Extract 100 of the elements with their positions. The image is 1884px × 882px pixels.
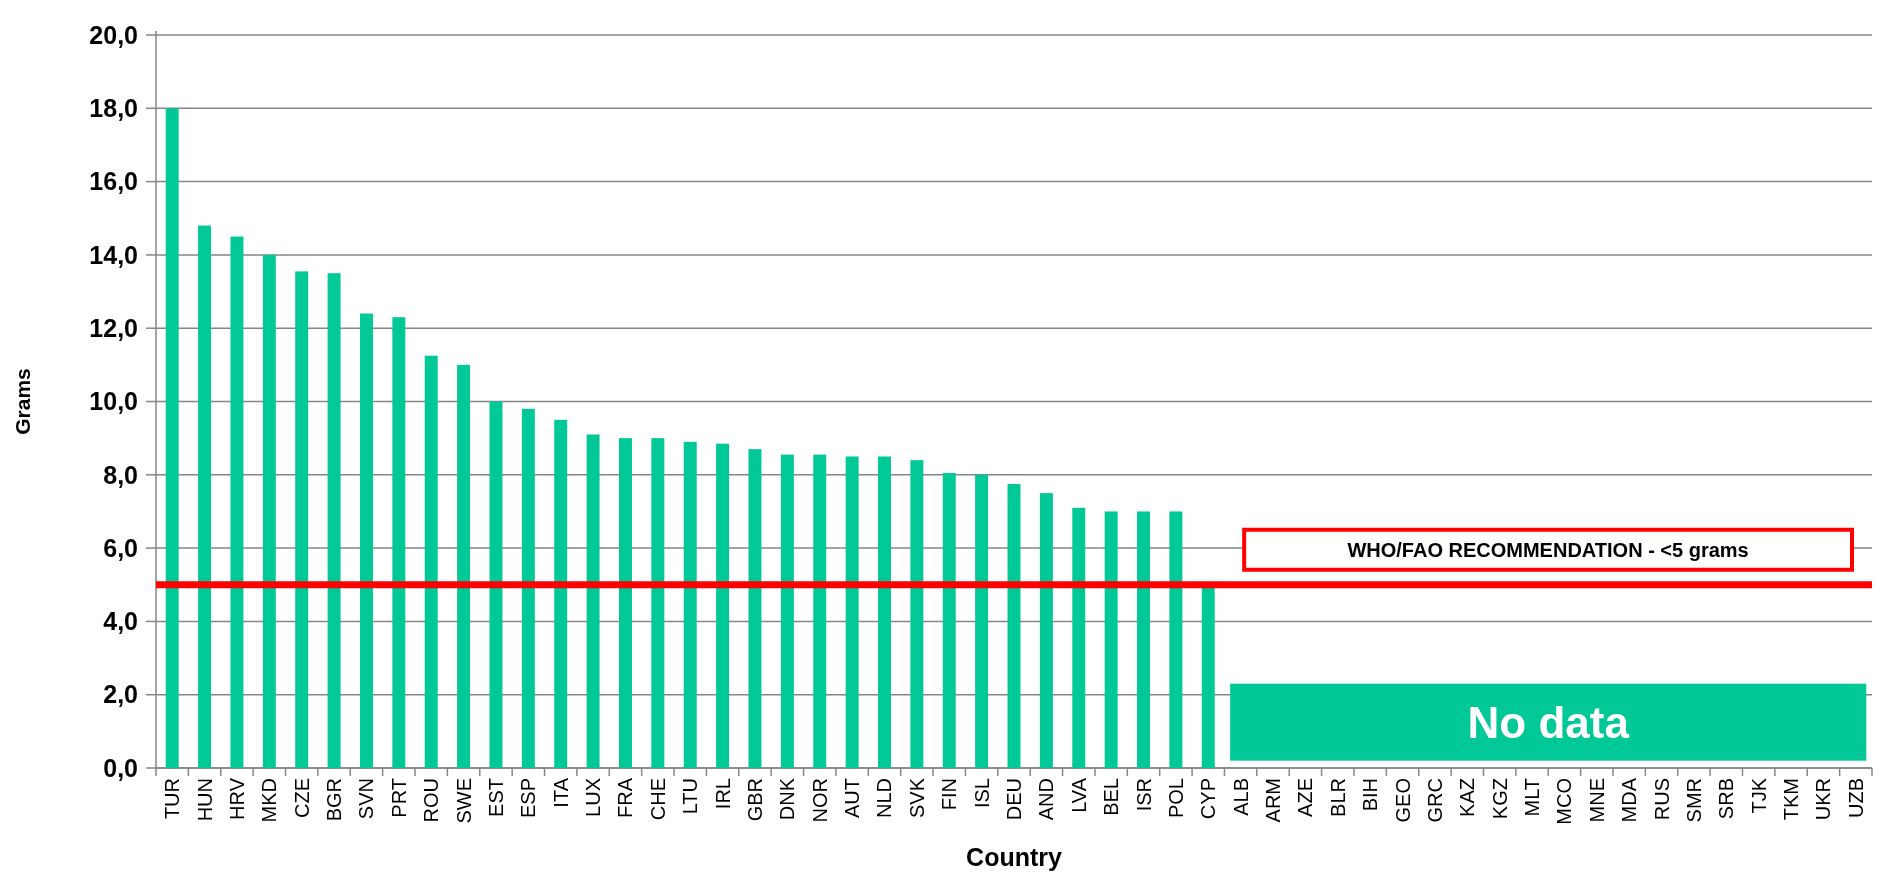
x-tick-label: SVN [355,778,378,820]
x-tick-label: SMR [1682,778,1705,823]
bar [359,313,373,768]
bar [683,441,697,768]
x-tick-label: GRC [1423,778,1446,823]
x-tick-label: KGZ [1488,778,1511,820]
x-tick-label: TUR [161,778,184,820]
x-tick-label: ROU [420,778,443,823]
x-tick-label: ALB [1229,778,1252,816]
bar [1169,511,1183,768]
x-tick-label: ARM [1262,778,1285,823]
x-tick-label: AUT [841,778,864,818]
bar [262,254,276,768]
ref-line-label: WHO/FAO RECOMMENDATION - <5 grams [1347,538,1749,561]
bar [521,408,535,768]
x-tick-label: GBR [743,778,766,822]
x-tick-label: ITA [549,777,572,808]
bar [1104,511,1118,768]
y-tick-label: 4,0 [103,607,138,636]
bar [1137,511,1150,768]
x-tick-label: BEL [1100,778,1123,816]
x-tick-label: SRB [1715,778,1738,820]
x-tick-label: UZB [1844,778,1867,818]
bar [1007,483,1021,768]
y-tick-label: 18,0 [89,94,138,123]
x-tick-label: SVK [905,777,928,819]
x-tick-label: BIH [1359,778,1382,812]
x-tick-label: FIN [938,778,961,811]
bar [845,456,859,768]
x-tick-label: NOR [808,778,831,823]
bar [716,443,730,768]
annotation: No data [1467,697,1630,747]
x-tick-label: BLR [1326,778,1349,817]
x-tick-label: UKR [1812,778,1835,821]
x-tick-label: DNK [776,777,799,821]
x-tick-label: LTU [679,778,702,815]
x-tick-label: LVA [1067,777,1090,813]
y-tick-label: 10,0 [89,387,138,416]
bar [424,355,438,768]
bar [586,434,600,768]
bar [457,364,471,768]
x-axis-title: Country [966,843,1063,871]
x-tick-label: MNE [1585,778,1608,823]
x-tick-label: CYP [1197,778,1220,820]
y-tick-label: 14,0 [89,240,138,269]
x-tick-label: TKM [1780,778,1803,821]
x-tick-label: ISL [970,778,993,809]
bar [230,236,244,768]
bar [780,454,794,768]
bar [295,271,309,768]
x-tick-label: FRA [614,777,637,818]
x-tick-label: PRT [387,778,410,818]
x-tick-label: NLD [873,778,896,819]
x-tick-label: CZE [290,778,313,818]
bar [813,454,827,768]
x-tick-label: MCO [1553,778,1576,825]
x-tick-label: MDA [1618,777,1641,823]
x-tick-label: AZE [1294,778,1317,817]
x-tick-label: IRL [711,778,734,810]
x-tick-label: EST [484,778,507,817]
bar [942,472,956,768]
x-tick-label: HRV [225,777,248,820]
bar [489,401,503,768]
x-tick-label: RUS [1650,778,1673,821]
bar [198,225,212,768]
x-tick-label: AND [1035,778,1058,821]
bar [910,460,924,768]
bar [165,108,179,768]
y-tick-label: 0,0 [103,753,138,782]
y-axis-title: Grams [11,368,34,435]
bar [619,438,632,768]
bar [392,317,406,768]
x-tick-label: MLT [1521,778,1544,817]
x-tick-label: SWE [452,778,475,824]
x-tick-label: ESP [517,778,540,819]
bar [327,273,341,768]
x-tick-label: MKD [258,778,281,823]
bar [1039,493,1053,768]
x-tick-label: KAZ [1456,778,1479,817]
x-tick-label: CHE [646,778,669,821]
bar [554,419,568,768]
x-tick-label: TJK [1747,777,1770,814]
y-tick-label: 6,0 [103,533,138,562]
bar [878,456,891,768]
bar [748,449,762,768]
y-tick-label: 12,0 [89,313,138,342]
x-tick-label: ISR [1132,778,1155,812]
x-tick-label: DEU [1003,778,1025,821]
x-tick-label: HUN [193,778,216,822]
x-tick-label: LUX [582,778,605,817]
x-tick-label: BGR [323,778,346,822]
x-tick-label: GEO [1391,778,1414,823]
y-tick-label: 8,0 [103,460,138,489]
bar [651,438,665,768]
y-tick-label: 2,0 [103,680,138,709]
bar [1072,507,1086,768]
x-tick-label: POL [1164,778,1187,819]
bar [975,474,989,768]
y-tick-label: 20,0 [89,20,138,49]
y-tick-label: 16,0 [89,167,138,196]
